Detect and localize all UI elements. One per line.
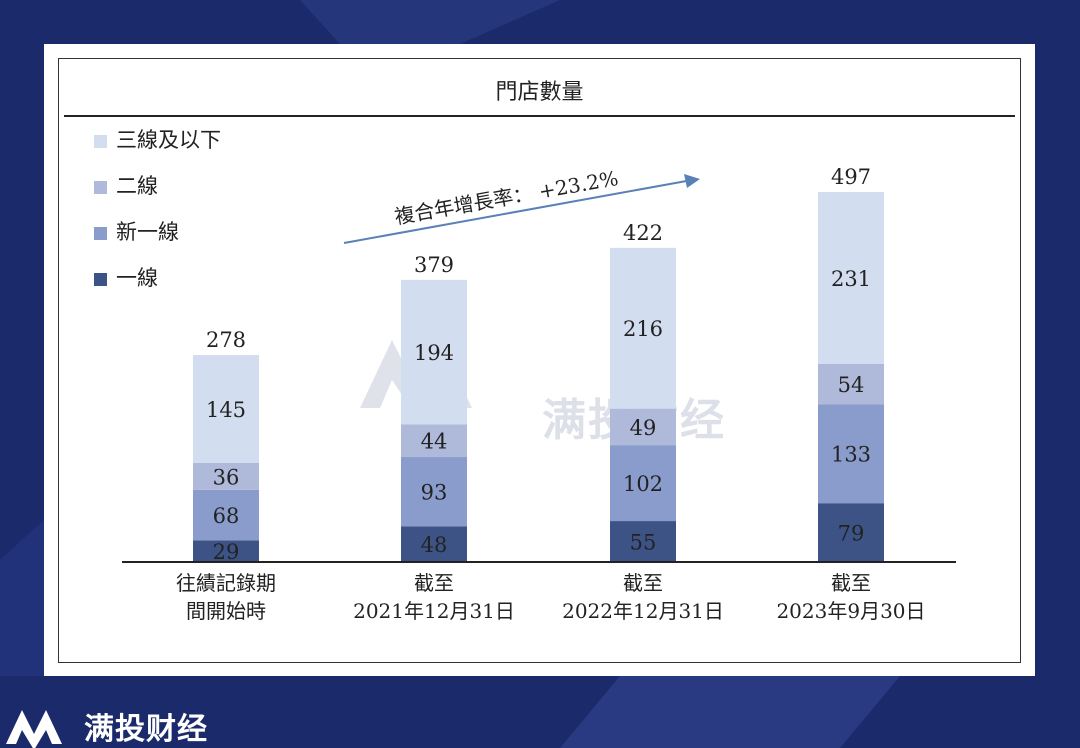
- bar-segment-2-cat-3: [610, 445, 676, 522]
- x-tick-label: 截至: [623, 571, 663, 595]
- bar-value-label: 68: [213, 504, 240, 528]
- brand-name: 满投财经: [84, 712, 208, 747]
- bar-segment-2-cat-1: [193, 489, 259, 541]
- bar-segment-1-cat-4: [818, 503, 884, 562]
- bar-value-label: 29: [213, 540, 240, 564]
- bar-value-label: 231: [831, 267, 871, 291]
- legend-label: 一線: [116, 266, 158, 290]
- brand-logo-icon: [6, 710, 62, 748]
- bar-value-label: 145: [206, 398, 246, 422]
- bar-segment-4-cat-1: [193, 355, 259, 463]
- bar-segment-4-cat-4: [818, 192, 884, 364]
- bar-value-label: 194: [414, 341, 454, 365]
- legend-label: 新一線: [116, 220, 179, 244]
- bar-total-label: 278: [206, 328, 246, 352]
- bar-segment-3-cat-1: [193, 462, 259, 490]
- legend-swatch: [94, 227, 107, 240]
- bar-value-label: 36: [213, 465, 240, 489]
- bar-segment-2-cat-4: [818, 404, 884, 504]
- cagr-annotation: 複合年增長率： +23.2%: [393, 166, 620, 229]
- bar-segment-3-cat-4: [818, 363, 884, 405]
- bar-value-label: 79: [838, 522, 865, 546]
- legend-swatch: [94, 135, 107, 148]
- bar-segment-3-cat-3: [610, 408, 676, 446]
- x-tick-label: 往績記錄期: [176, 571, 276, 595]
- x-tick-label: 截至: [831, 571, 871, 595]
- legend-swatch: [94, 181, 107, 194]
- chart-frame: [58, 58, 1021, 663]
- chart-title: 門店數量: [495, 80, 584, 105]
- cagr-arrowhead-icon: [684, 174, 700, 188]
- bar-segment-3-cat-2: [401, 424, 467, 458]
- title-rule: [64, 115, 1015, 117]
- x-tick-label: 2022年12月31日: [562, 599, 724, 623]
- bar-total-label: 422: [623, 221, 663, 245]
- bar-segment-1-cat-1: [193, 540, 259, 562]
- bar-value-label: 55: [630, 531, 657, 555]
- bar-segment-1-cat-3: [610, 521, 676, 562]
- bar-value-label: 48: [421, 533, 448, 557]
- x-tick-label: 截至: [414, 571, 454, 595]
- bar-value-label: 44: [421, 430, 448, 454]
- legend-label: 二線: [116, 174, 158, 198]
- bar-total-label: 379: [414, 253, 454, 277]
- bar-segment-2-cat-2: [401, 457, 467, 527]
- legend-label: 三線及以下: [116, 128, 221, 152]
- bar-value-label: 54: [838, 373, 865, 397]
- bar-value-label: 133: [831, 443, 871, 467]
- cagr-arrow-line: [343, 179, 693, 244]
- bar-segment-1-cat-2: [401, 526, 467, 562]
- x-tick-label: 2021年12月31日: [353, 599, 515, 623]
- bar-segment-4-cat-2: [401, 279, 467, 425]
- bar-value-label: 93: [421, 481, 448, 505]
- brand-footer: 满投财经: [0, 700, 260, 748]
- x-tick-label: 2023年9月30日: [776, 599, 925, 623]
- bar-value-label: 49: [630, 416, 657, 440]
- bar-total-label: 497: [831, 165, 871, 189]
- chart-card: 門店數量 满投财经 296836145278往績記錄期間開始時489344194…: [44, 44, 1035, 676]
- bar-segment-4-cat-3: [610, 247, 676, 409]
- legend-swatch: [94, 273, 107, 286]
- x-tick-label: 間開始時: [186, 599, 266, 623]
- bar-value-label: 216: [623, 317, 663, 341]
- bar-value-label: 102: [623, 472, 663, 496]
